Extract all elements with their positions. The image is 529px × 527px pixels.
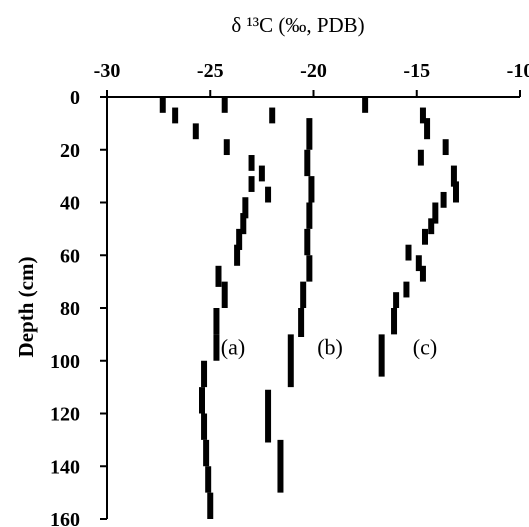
y-tick-label: 80 bbox=[60, 298, 80, 320]
y-ticks: 0 20 40 60 80 100 120 140 160 bbox=[50, 87, 107, 527]
y-tick-label: 160 bbox=[50, 509, 80, 527]
x-axis-label: δ ¹³C (‰, PDB) bbox=[231, 13, 364, 37]
series-annotation-label: (a) bbox=[221, 335, 245, 360]
y-axis-label: Depth (cm) bbox=[14, 257, 38, 358]
y-tick-label: 120 bbox=[50, 404, 80, 426]
x-tick-label: -20 bbox=[300, 60, 327, 82]
y-tick-label: 0 bbox=[70, 87, 80, 109]
x-tick-label: -10 bbox=[507, 60, 529, 82]
y-tick-label: 100 bbox=[50, 351, 80, 373]
data-marks bbox=[159, 97, 459, 519]
x-ticks: -30 -25 -20 -15 -10 bbox=[94, 60, 529, 97]
annotations: (a) (b) (c) bbox=[221, 335, 437, 360]
series-annotation-label: (b) bbox=[317, 335, 343, 360]
y-tick-label: 40 bbox=[60, 193, 80, 215]
y-tick-label: 140 bbox=[50, 456, 80, 478]
y-tick-label: 20 bbox=[60, 140, 80, 162]
series-annotation-label: (c) bbox=[413, 335, 437, 360]
x-tick-label: -25 bbox=[197, 60, 224, 82]
x-tick-label: -15 bbox=[403, 60, 430, 82]
y-tick-label: 60 bbox=[60, 245, 80, 267]
x-tick-label: -30 bbox=[94, 60, 121, 82]
